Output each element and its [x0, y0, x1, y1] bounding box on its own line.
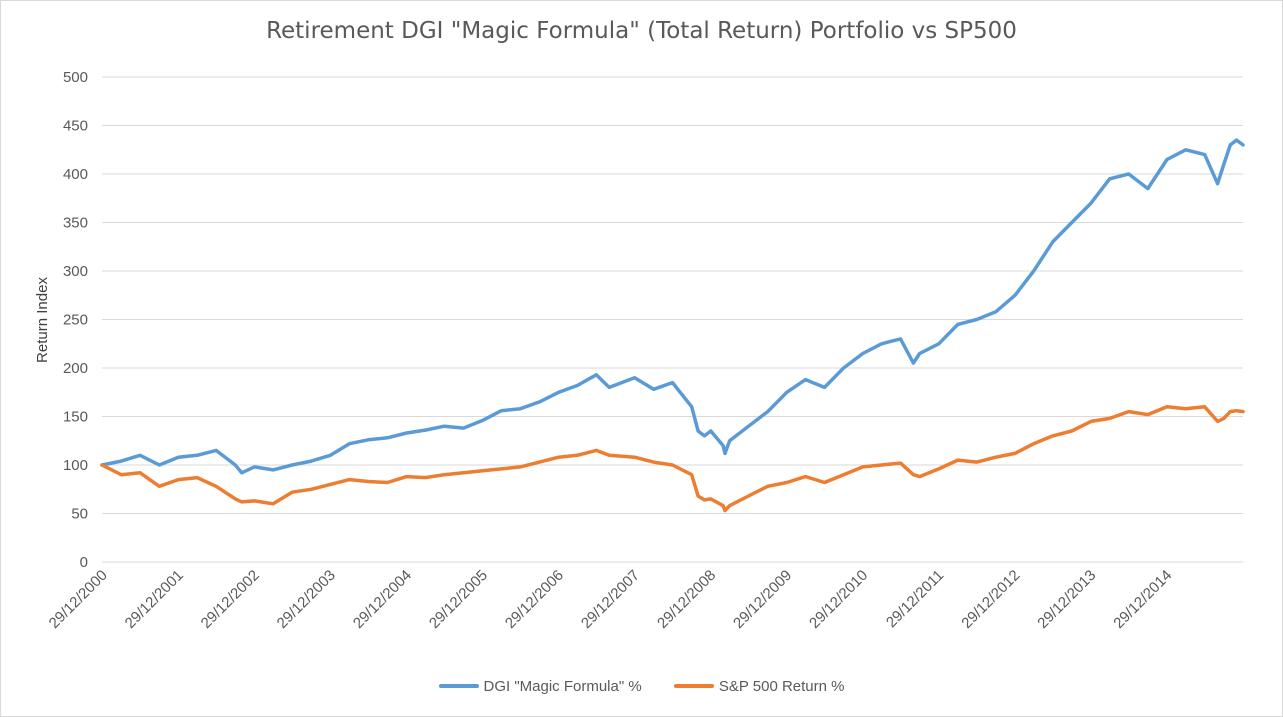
y-tick-label: 500 — [63, 69, 88, 86]
series-lines — [100, 138, 1245, 513]
x-tick-label: 29/12/2008 — [654, 567, 719, 632]
series-line-dgi — [100, 138, 1245, 475]
x-tick-label: 29/12/2005 — [426, 567, 491, 632]
x-tick-label: 29/12/2006 — [502, 567, 567, 632]
chart-title: Retirement DGI "Magic Formula" (Total Re… — [266, 18, 1017, 44]
x-axis-ticks: 29/12/2000 29/12/2001 29/12/2002 29/12/2003… — [46, 567, 1176, 632]
x-tick-label: 29/12/2003 — [274, 567, 339, 632]
y-axis-title: Return Index — [34, 277, 51, 363]
y-tick-label: 100 — [63, 457, 88, 474]
legend-item-sp500: S&P 500 Return % — [673, 677, 845, 695]
y-tick-label: 450 — [63, 118, 88, 135]
y-tick-label: 200 — [63, 360, 88, 377]
x-tick-label: 29/12/2001 — [122, 567, 187, 632]
x-tick-label: 29/12/2013 — [1034, 567, 1099, 632]
x-tick-label: 29/12/2014 — [1110, 567, 1175, 632]
x-tick-label: 29/12/2007 — [578, 567, 643, 632]
y-tick-label: 0 — [80, 554, 88, 571]
y-tick-label: 250 — [63, 312, 88, 329]
legend: DGI "Magic Formula" % S&P 500 Return % — [0, 675, 1283, 695]
x-tick-label: 29/12/2012 — [958, 567, 1023, 632]
y-tick-label: 400 — [63, 166, 88, 183]
series-line-sp500 — [100, 405, 1245, 513]
x-tick-label: 29/12/2004 — [350, 567, 415, 632]
legend-label-dgi: DGI "Magic Formula" % — [483, 677, 642, 695]
legend-label-sp500: S&P 500 Return % — [718, 677, 845, 695]
y-tick-label: 150 — [63, 409, 88, 426]
x-tick-label: 29/12/2010 — [806, 567, 871, 632]
x-tick-label: 29/12/2009 — [730, 567, 795, 632]
legend-item-dgi: DGI "Magic Formula" % — [438, 677, 642, 695]
gridlines — [102, 76, 1243, 514]
legend-swatch-dgi — [438, 684, 479, 688]
x-tick-label: 29/12/2011 — [883, 567, 947, 631]
y-axis-ticks: 0 50 100 150 200 250 300 350 400 450 500 — [63, 69, 88, 571]
legend-swatch-sp500 — [673, 684, 714, 688]
x-tick-label: 29/12/2000 — [46, 567, 111, 632]
y-tick-label: 350 — [63, 215, 88, 232]
y-tick-label: 50 — [71, 506, 88, 523]
y-tick-label: 300 — [63, 263, 88, 280]
x-tick-label: 29/12/2002 — [198, 567, 263, 632]
